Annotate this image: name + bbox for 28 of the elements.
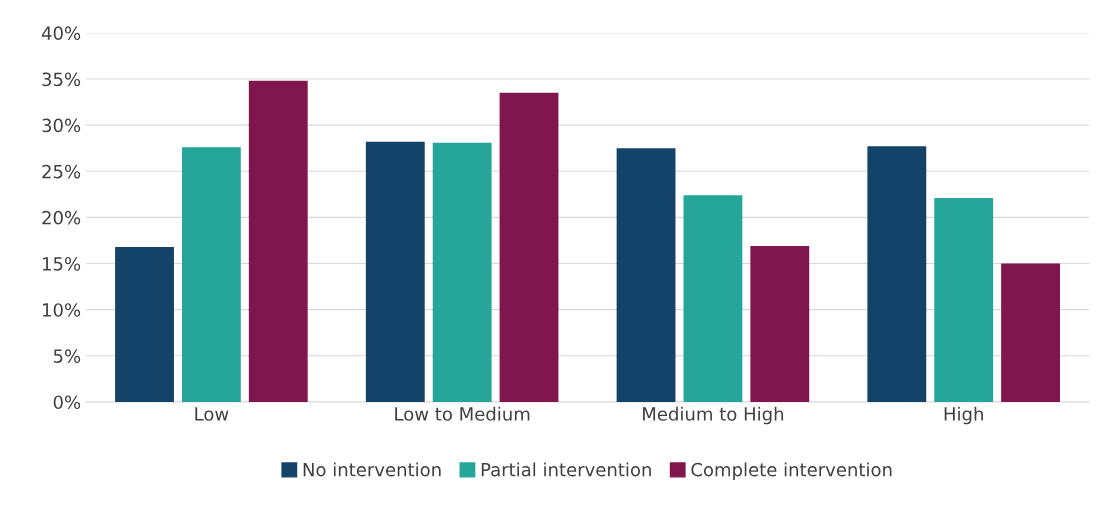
y-tick-label: 20% xyxy=(42,210,81,225)
y-tick-label: 25% xyxy=(42,164,81,179)
bar xyxy=(616,148,676,402)
legend-label: Partial intervention xyxy=(481,462,651,477)
x-tick-label: High xyxy=(944,406,983,425)
bar xyxy=(683,195,743,402)
y-tick-label: 40% xyxy=(41,26,81,40)
y-tick-label: 30% xyxy=(42,118,81,133)
y-tick-label: 15% xyxy=(43,257,81,271)
bar xyxy=(499,92,559,402)
x-tick-label: Low to Medium xyxy=(395,406,530,421)
bar xyxy=(181,147,241,402)
x-tick-label: Medium to High xyxy=(643,406,784,425)
bar xyxy=(248,80,308,402)
bar xyxy=(750,246,810,402)
bar xyxy=(1001,263,1060,402)
bar xyxy=(934,198,994,402)
bar xyxy=(867,146,927,402)
legend-label: Complete intervention xyxy=(691,462,892,480)
bar xyxy=(365,141,425,402)
legend-label: No intervention xyxy=(303,462,441,477)
y-tick-label: 35% xyxy=(42,72,81,87)
x-tick-label: Low xyxy=(195,407,229,421)
bar xyxy=(432,142,492,402)
y-tick-label: 10% xyxy=(43,303,81,317)
y-tick-label: 0% xyxy=(53,395,81,410)
y-tick-label: 5% xyxy=(53,349,81,363)
bar xyxy=(115,246,174,402)
